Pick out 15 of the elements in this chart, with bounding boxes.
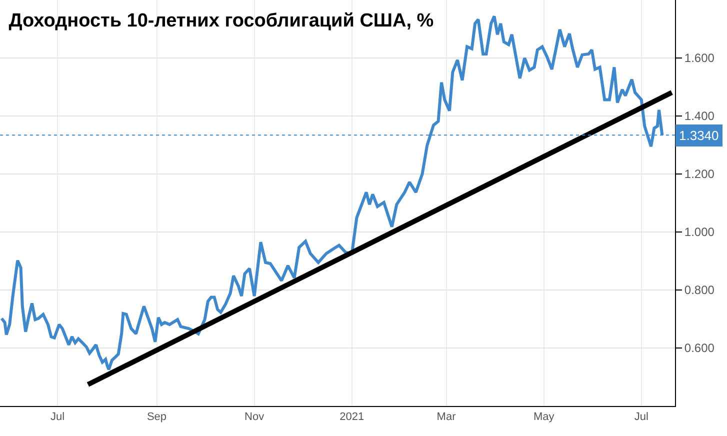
y-tick-label: 1.600 (684, 51, 715, 66)
y-tick-label: 0.800 (684, 283, 715, 298)
ref-line-label: 1.3340 (679, 128, 719, 143)
x-tick-label: 2021 (340, 411, 364, 424)
x-tick-label: Jul (634, 411, 648, 424)
y-tick-label: 1.000 (684, 225, 715, 240)
x-tick-label: May (533, 411, 555, 424)
x-tick-label: Jul (50, 411, 65, 424)
text: Доходность 10-летних гособлигаций США, % (8, 10, 434, 32)
x-tick-label: Mar (436, 411, 456, 424)
x-tick-label: Sep (146, 411, 167, 424)
y-tick-label: 1.400 (684, 109, 715, 124)
y-tick-label: 1.200 (684, 167, 715, 182)
x-tick-label: Nov (244, 411, 265, 424)
y-tick-label: 0.600 (684, 341, 715, 356)
